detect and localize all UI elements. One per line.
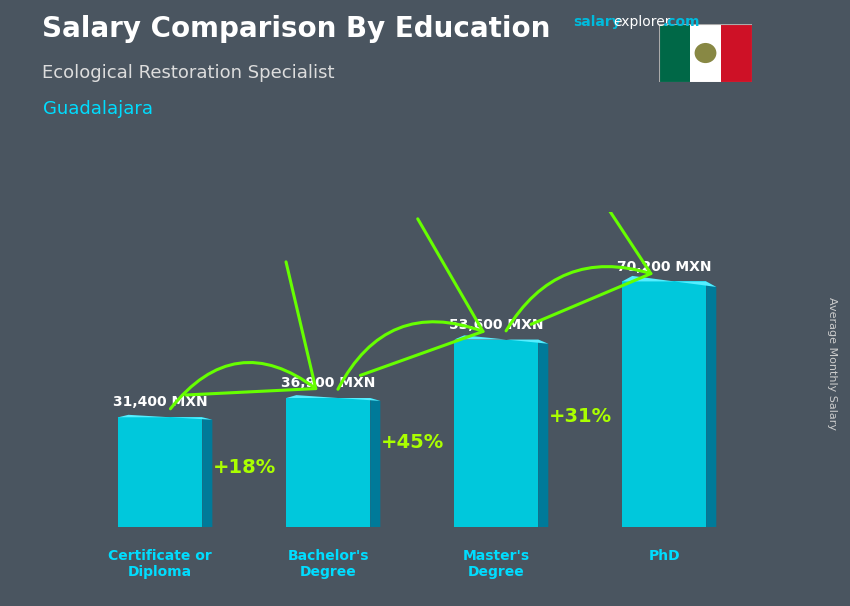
- Text: +45%: +45%: [381, 433, 444, 451]
- FancyArrowPatch shape: [506, 165, 651, 331]
- Text: 53,600 MXN: 53,600 MXN: [449, 318, 543, 331]
- Text: +31%: +31%: [548, 407, 612, 427]
- Text: PhD: PhD: [649, 549, 680, 564]
- Polygon shape: [622, 276, 717, 287]
- FancyArrowPatch shape: [338, 219, 483, 389]
- Polygon shape: [118, 418, 202, 527]
- Text: explorer: explorer: [614, 15, 672, 29]
- Text: Guadalajara: Guadalajara: [42, 100, 152, 118]
- Text: Certificate or
Diploma: Certificate or Diploma: [109, 549, 212, 579]
- Polygon shape: [454, 335, 548, 344]
- Polygon shape: [286, 398, 371, 527]
- Text: .com: .com: [662, 15, 700, 29]
- Polygon shape: [706, 281, 717, 533]
- Polygon shape: [454, 339, 538, 527]
- Text: +18%: +18%: [212, 458, 276, 477]
- Polygon shape: [202, 418, 212, 530]
- Text: Average Monthly Salary: Average Monthly Salary: [827, 297, 837, 430]
- Text: Master's
Degree: Master's Degree: [462, 549, 530, 579]
- Circle shape: [694, 43, 717, 63]
- Text: Ecological Restoration Specialist: Ecological Restoration Specialist: [42, 64, 335, 82]
- Text: salary: salary: [574, 15, 621, 29]
- Bar: [659, 24, 690, 82]
- Text: Salary Comparison By Education: Salary Comparison By Education: [42, 15, 551, 43]
- Text: 70,200 MXN: 70,200 MXN: [617, 259, 711, 273]
- Text: 31,400 MXN: 31,400 MXN: [113, 395, 207, 410]
- Bar: [690, 24, 721, 82]
- Polygon shape: [371, 398, 380, 530]
- Text: 36,900 MXN: 36,900 MXN: [281, 376, 376, 390]
- FancyArrowPatch shape: [170, 262, 315, 409]
- Bar: [721, 24, 752, 82]
- Text: Bachelor's
Degree: Bachelor's Degree: [287, 549, 369, 579]
- Polygon shape: [118, 415, 212, 420]
- Polygon shape: [286, 395, 380, 401]
- Polygon shape: [622, 281, 706, 527]
- Polygon shape: [538, 339, 548, 531]
